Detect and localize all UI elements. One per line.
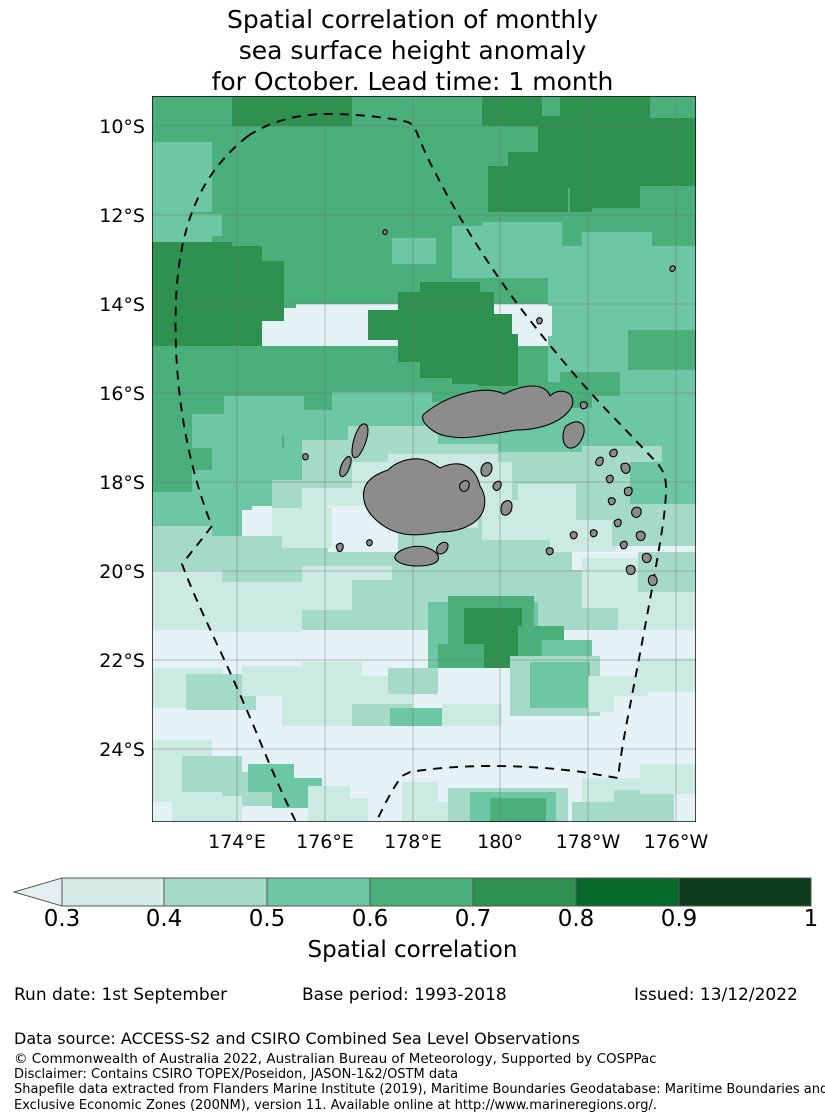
- colorbar-tick-0: 0.3: [43, 906, 81, 932]
- colorbar-title: Spatial correlation: [307, 937, 518, 963]
- issued-date-text: Issued: 13/12/2022: [634, 985, 798, 1005]
- colorbar-tick-4: 0.7: [454, 906, 492, 932]
- x-tick-0: 174°E: [208, 831, 266, 853]
- disclaimer-text: Disclaimer: Contains CSIRO TOPEX/Poseido…: [14, 1067, 459, 1082]
- fiji-landmass: [302, 229, 676, 587]
- colorbar-ticklabels: 0.3 0.4 0.5 0.6 0.7 0.8 0.9 1: [0, 906, 825, 936]
- y-tick-6: 22°S: [99, 650, 145, 672]
- colorbar-tick-1: 0.4: [145, 906, 183, 932]
- y-tick-5: 20°S: [99, 561, 145, 583]
- y-tick-2: 14°S: [99, 294, 145, 316]
- figure-footer: Run date: 1st September Base period: 199…: [0, 985, 825, 1113]
- map-plot-area: [152, 96, 696, 822]
- title-line-1: Spatial correlation of monthly: [226, 5, 599, 34]
- y-tick-7: 24°S: [99, 739, 145, 761]
- correlation-heatmap: [152, 96, 696, 822]
- data-source-text: Data source: ACCESS-S2 and CSIRO Combine…: [14, 1029, 580, 1048]
- shapefile-text-line-2: Exclusive Economic Zones (200NM), versio…: [14, 1098, 657, 1113]
- base-period-text: Base period: 1993-2018: [302, 985, 507, 1005]
- shapefile-text-line-1: Shapefile data extracted from Flanders M…: [14, 1082, 825, 1097]
- colorbar-tick-3: 0.6: [351, 906, 389, 932]
- title-line-3: for October. Lead time: 1 month: [211, 67, 614, 96]
- footer-meta-row: Run date: 1st September Base period: 199…: [0, 985, 825, 1015]
- x-tick-3: 180°: [477, 831, 523, 853]
- heatmap-cells: [152, 96, 696, 822]
- x-tick-4: 178°W: [555, 831, 621, 853]
- colorbar-tick-2: 0.5: [248, 906, 286, 932]
- y-tick-3: 16°S: [99, 383, 145, 405]
- run-date-text: Run date: 1st September: [14, 985, 228, 1005]
- page-title: Spatial correlation of monthly sea surfa…: [0, 4, 825, 97]
- y-axis-labels: 10°S 12°S 14°S 16°S 18°S 20°S 22°S 24°S: [63, 0, 145, 1110]
- x-tick-1: 176°E: [296, 831, 354, 853]
- map-gridlines: [152, 96, 696, 822]
- colorbar-tick-7: 1: [803, 906, 819, 932]
- x-tick-2: 178°E: [384, 831, 442, 853]
- y-tick-4: 18°S: [99, 472, 145, 494]
- colorbar-tick-5: 0.8: [557, 906, 595, 932]
- copyright-text: © Commonwealth of Australia 2022, Austra…: [14, 1051, 657, 1067]
- y-tick-1: 12°S: [99, 205, 145, 227]
- colorbar: 0.3 0.4 0.5 0.6 0.7 0.8 0.9 1 Spatial co…: [0, 876, 825, 976]
- y-tick-0: 10°S: [99, 116, 145, 138]
- x-axis-labels: 174°E 176°E 178°E 180° 178°W 176°W: [0, 831, 825, 859]
- colorbar-tick-6: 0.9: [660, 906, 698, 932]
- colorbar-swatches: [12, 877, 812, 907]
- eez-boundary: [174, 112, 667, 822]
- x-tick-5: 176°W: [643, 831, 709, 853]
- title-line-2: sea surface height anomaly: [238, 36, 587, 65]
